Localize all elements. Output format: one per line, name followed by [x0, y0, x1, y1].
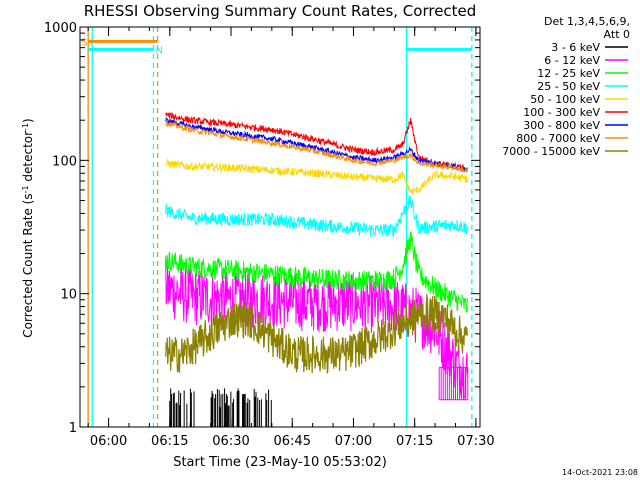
generation-timestamp: 14-Oct-2021 23:08: [562, 468, 638, 477]
legend-attenuator: Att 0: [604, 28, 630, 41]
x-tick-label: 06:15: [151, 434, 188, 449]
y-tick-label: 100: [52, 154, 77, 169]
y-tick-label: 1000: [44, 21, 77, 36]
series-50-100-kev: [165, 158, 468, 195]
chart-title: RHESSI Observing Summary Count Rates, Co…: [84, 2, 477, 20]
legend-label: 800 - 7000 keV: [516, 132, 600, 145]
axes: 1 10 100 1000 06:00 06:15 06:30 06:45 07:00 07:15…: [44, 21, 495, 449]
legend-label: 25 - 50 keV: [537, 80, 600, 93]
legend-label: 300 - 800 keV: [523, 119, 600, 132]
series-100-300-kev: [165, 112, 468, 173]
series-7000-15000-kev: [165, 294, 468, 375]
x-tick-label: 06:45: [274, 434, 311, 449]
state-flag-label-1: N: [155, 45, 162, 56]
y-axis-label: Corrected Count Rate (s-1 detector-1): [21, 118, 36, 337]
legend-label: 100 - 300 keV: [523, 106, 600, 119]
series-3-6-kev: [169, 388, 272, 427]
legend-label: 50 - 100 keV: [530, 93, 600, 106]
x-tick-label: 07:00: [335, 434, 372, 449]
plot-frame: [79, 26, 481, 428]
legend-label: 3 - 6 keV: [551, 41, 600, 54]
x-tick-label: 06:00: [90, 434, 127, 449]
series-6-12-kev: [165, 259, 468, 401]
x-tick-label: 06:30: [212, 434, 249, 449]
x-tick-label: 07:30: [457, 434, 494, 449]
series-25-50-kev: [165, 194, 468, 238]
attenuator-state-marks: [438, 366, 469, 401]
y-tick-label: 1: [69, 421, 77, 436]
legend-detectors: Det 1,3,4,5,6,9,: [544, 15, 630, 28]
series-300-800-kev: [165, 117, 468, 173]
x-axis-label: Start Time (23-May-10 05:53:02): [173, 455, 387, 470]
x-tick-label: 07:15: [396, 434, 433, 449]
legend-label: 12 - 25 keV: [537, 67, 600, 80]
y-tick-label: 10: [60, 288, 77, 303]
series-12-25-kev: [165, 231, 468, 314]
legend-label: 6 - 12 keV: [544, 54, 600, 67]
series-800-7000-kev: [165, 120, 468, 173]
state-flag-label-0: S: [81, 37, 87, 48]
legend-label: 7000 - 15000 keV: [502, 145, 600, 158]
plot-area: SN: [81, 27, 473, 427]
